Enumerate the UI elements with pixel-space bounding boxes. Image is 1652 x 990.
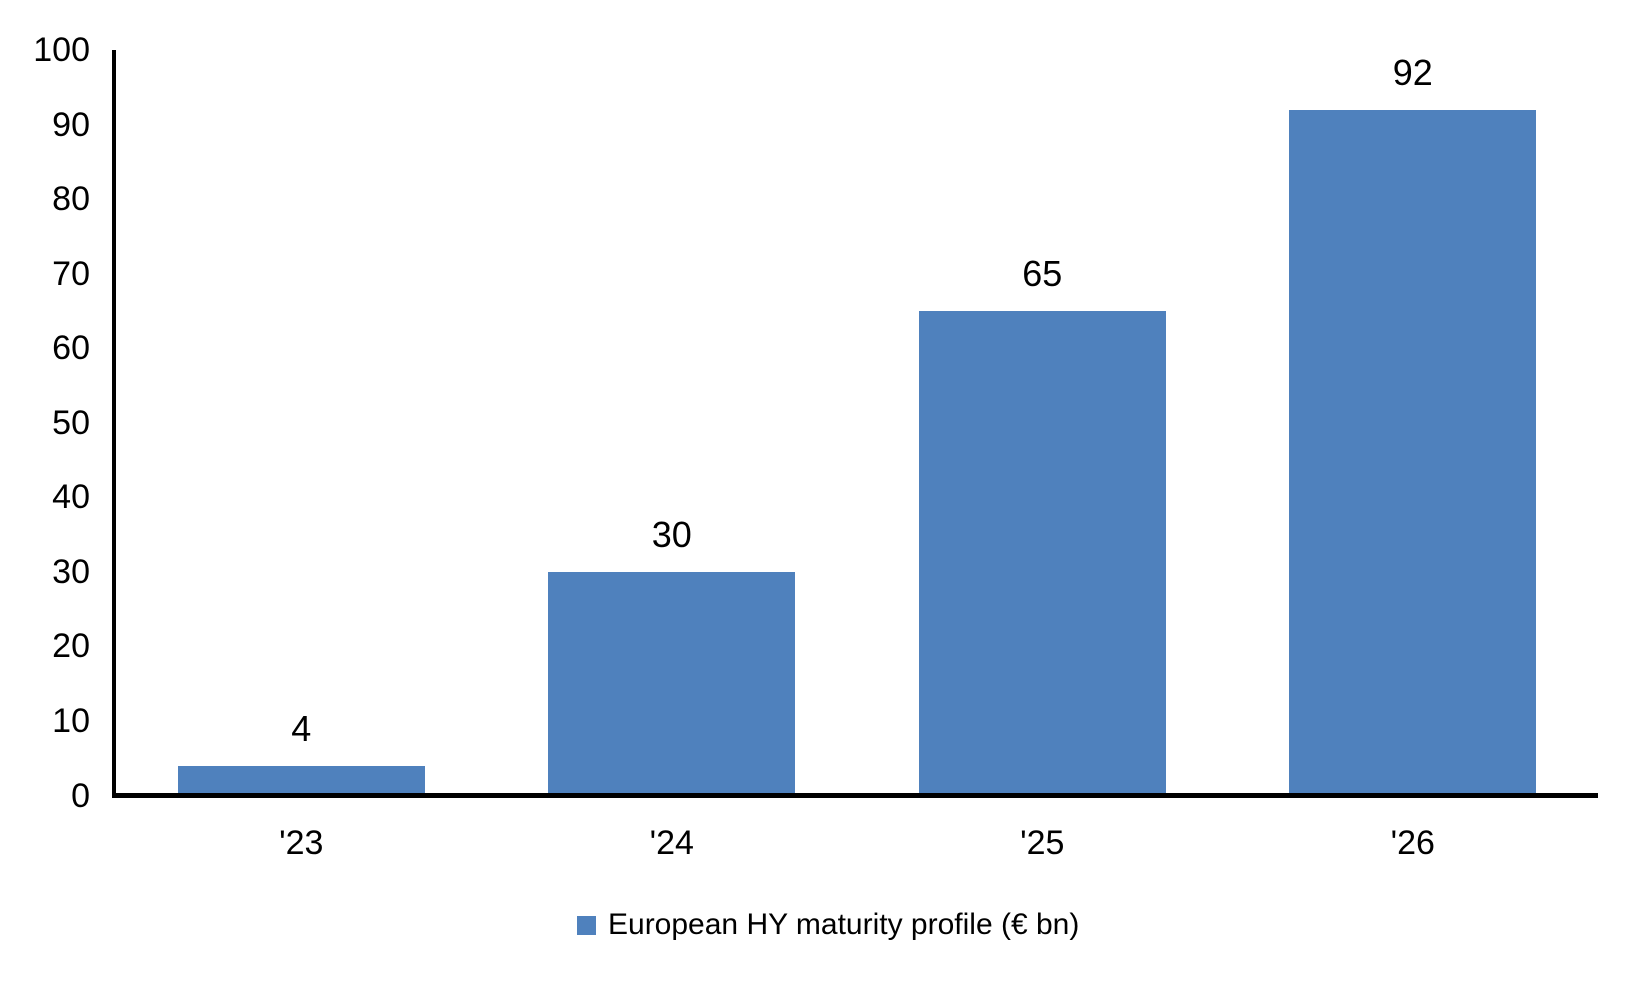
legend-series-label: European HY maturity profile (€ bn) [608,908,1080,941]
legend: European HY maturity profile (€ bn) [577,903,1079,947]
x-category-label: '24 [649,824,694,862]
bar-value-label: 92 [1392,51,1433,93]
x-category-label: '23 [279,824,324,862]
y-tick-label: 70 [52,254,90,293]
y-tick-label: 30 [52,552,90,591]
y-tick-label: 80 [52,180,90,219]
y-tick-label: 50 [52,403,90,442]
y-tick-label: 100 [33,31,90,69]
y-tick-label: 0 [71,776,90,815]
x-category-label: '25 [1020,824,1065,862]
bar [918,310,1166,793]
x-category-label: '26 [1390,824,1435,862]
bar-value-label: 30 [651,513,692,555]
y-tick-label: 20 [52,627,90,666]
x-axis-line [112,793,1598,798]
legend-series-marker-icon [577,915,596,935]
bar [177,765,425,793]
y-tick-label: 90 [52,105,90,144]
y-tick-label: 10 [52,701,90,740]
y-tick-label: 60 [52,329,90,368]
bar [1289,109,1537,793]
bar-value-label: 4 [291,707,312,749]
bar [548,571,796,793]
y-axis-line [112,50,116,798]
y-tick-label: 40 [52,478,90,517]
bar-value-label: 65 [1022,252,1063,294]
